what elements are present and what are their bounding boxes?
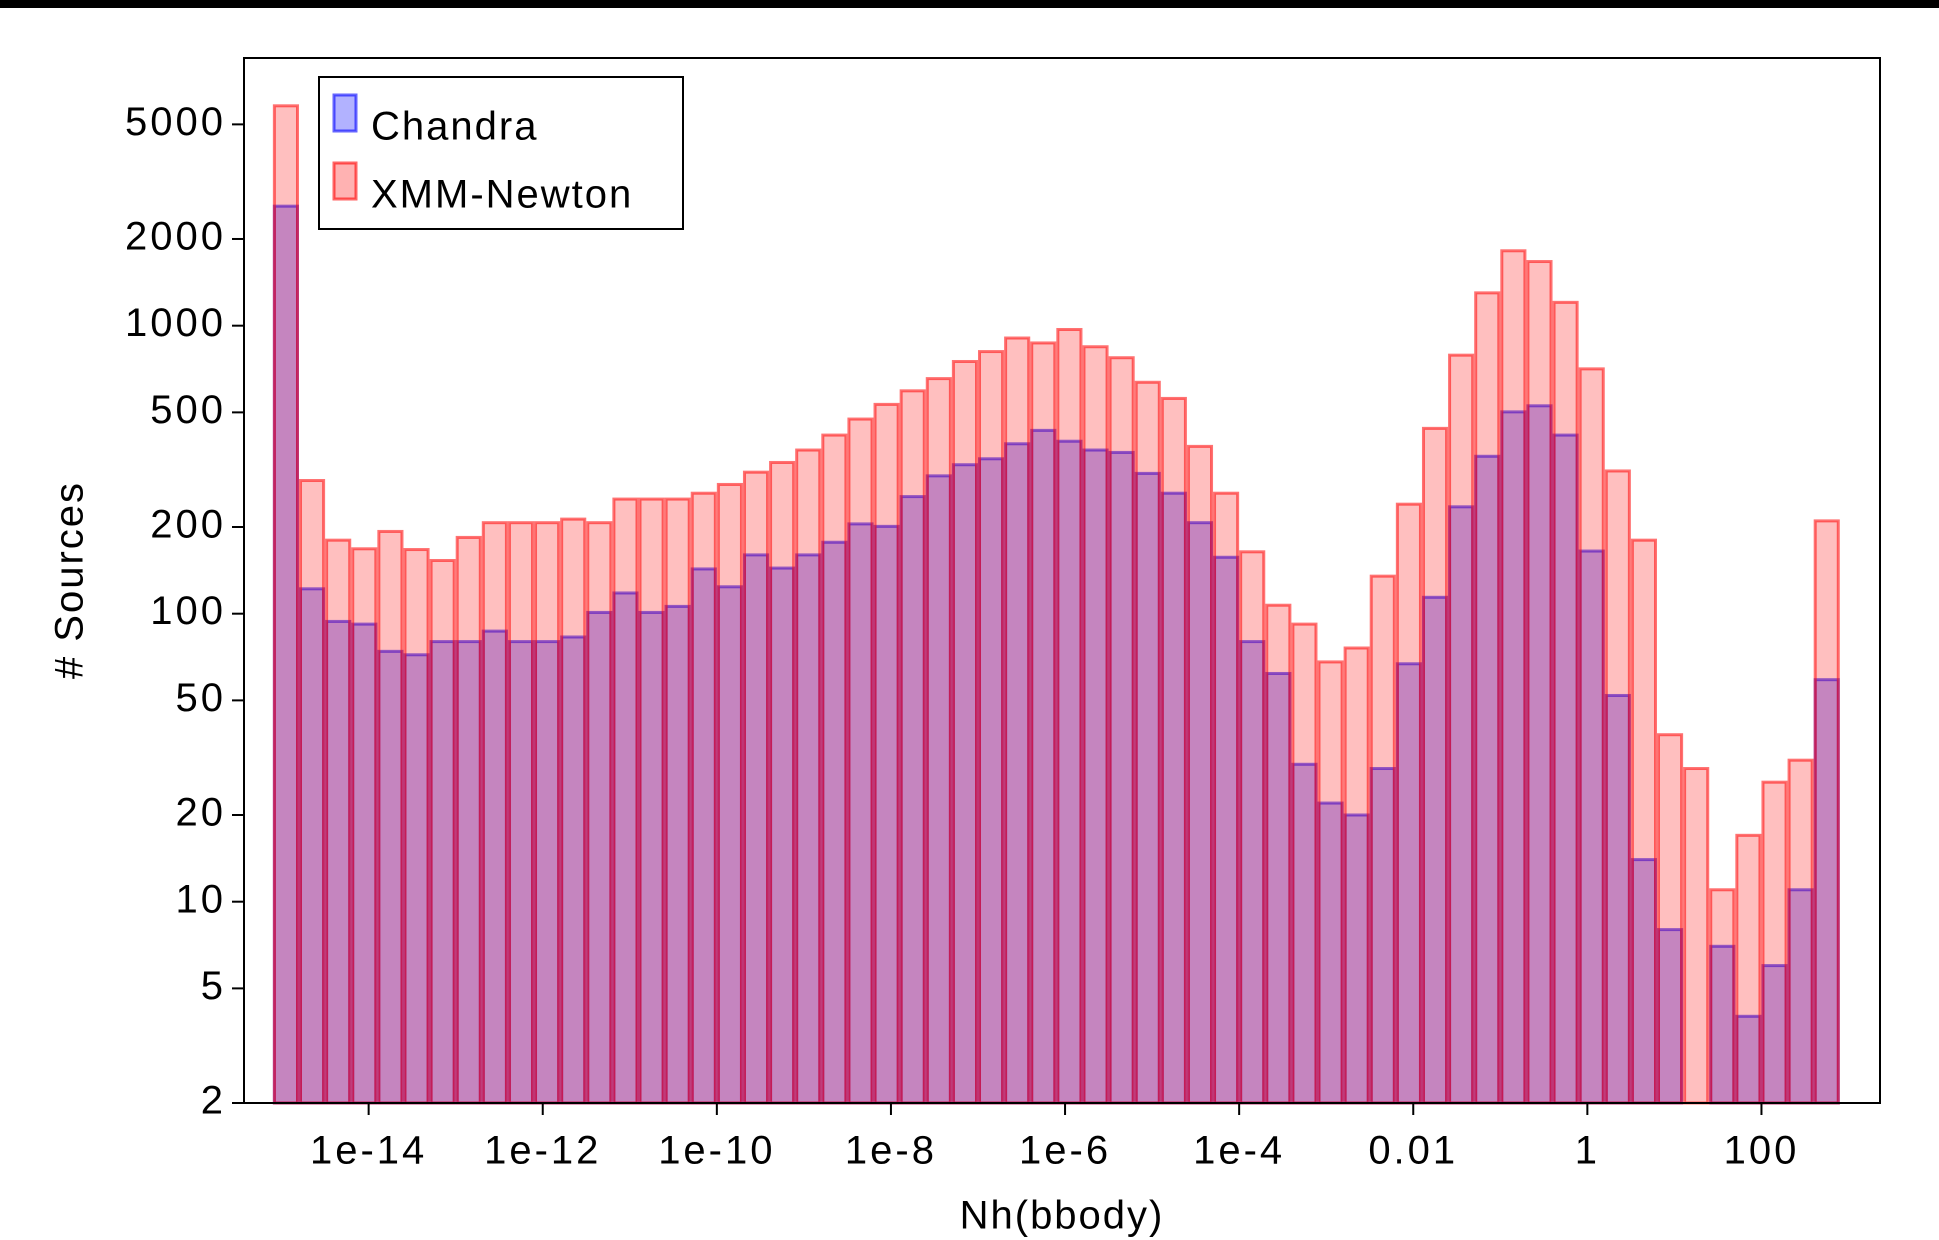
- bar: [1683, 767, 1710, 1105]
- bar: [1265, 603, 1292, 1105]
- y-tick-label: 10: [176, 877, 227, 921]
- bar: [586, 521, 613, 1105]
- bar: [795, 448, 822, 1105]
- x-tick-label: 100: [1724, 1129, 1800, 1173]
- bar: [1578, 367, 1605, 1105]
- x-tick-label: 1e-4: [1193, 1129, 1285, 1173]
- bar: [1213, 491, 1240, 1105]
- bar: [769, 460, 796, 1105]
- bar: [612, 497, 639, 1105]
- bar: [1369, 574, 1396, 1105]
- x-tick-label: 1e-14: [310, 1129, 427, 1173]
- x-axis-title: Nh(bbody): [960, 1194, 1165, 1238]
- legend-box: [318, 76, 684, 230]
- bar: [1787, 758, 1814, 1105]
- bar: [403, 548, 430, 1105]
- y-tick-label: 1000: [125, 301, 226, 345]
- y-tick-label: 20: [176, 791, 227, 835]
- bar: [299, 479, 326, 1105]
- bar: [664, 497, 691, 1105]
- bar: [899, 389, 926, 1105]
- axes: 2 5 10 20 50 100 200 500 1000 2000 5000 1e-14 1e-12 1…: [125, 100, 1800, 1173]
- bar: [1813, 519, 1840, 1105]
- bars: [272, 104, 1840, 1105]
- bar: [507, 521, 535, 1105]
- legend-swatch: [332, 93, 358, 133]
- bar: [690, 491, 717, 1105]
- x-tick-label: 0.01: [1368, 1129, 1458, 1173]
- bar: [1448, 353, 1475, 1105]
- bar: [1291, 622, 1318, 1105]
- bar: [1735, 833, 1762, 1105]
- bar: [455, 535, 482, 1105]
- bar: [847, 417, 874, 1105]
- y-tick-label: 500: [150, 388, 226, 432]
- x-tick-label: 1: [1575, 1129, 1600, 1173]
- bar: [1317, 660, 1344, 1105]
- bar: [1474, 291, 1501, 1105]
- bar: [325, 538, 352, 1105]
- y-tick-label: 50: [176, 676, 227, 720]
- top-bar: [0, 0, 1939, 8]
- y-tick-label: 5: [201, 964, 226, 1008]
- bar: [1526, 260, 1553, 1105]
- bar: [873, 402, 900, 1105]
- bar: [951, 359, 978, 1105]
- bar: [272, 104, 300, 1105]
- bar: [1500, 249, 1527, 1105]
- bar: [1421, 426, 1449, 1105]
- plot-frame: [243, 57, 1881, 1104]
- bar: [429, 558, 456, 1105]
- bar: [1030, 341, 1057, 1105]
- bar: [925, 377, 952, 1105]
- bar: [1630, 538, 1658, 1105]
- bar: [716, 482, 743, 1105]
- y-tick-label: 5000: [125, 100, 226, 144]
- bar: [821, 433, 848, 1105]
- bar: [1343, 646, 1370, 1105]
- y-tick-label: 2000: [125, 215, 226, 259]
- bar: [1761, 780, 1788, 1105]
- bar: [742, 470, 770, 1105]
- bar: [534, 521, 561, 1105]
- bar: [1604, 469, 1631, 1105]
- bar: [977, 350, 1005, 1105]
- bar: [1552, 300, 1579, 1105]
- bar: [1134, 380, 1161, 1105]
- bar: [638, 497, 665, 1105]
- bar: [377, 529, 404, 1105]
- bar: [351, 547, 378, 1105]
- x-tick-label: 1e-12: [484, 1129, 601, 1173]
- x-tick-label: 1e-10: [658, 1129, 775, 1173]
- legend-swatch: [332, 161, 358, 201]
- y-axis-title: # Sources: [48, 481, 92, 679]
- bar: [1004, 336, 1031, 1105]
- x-tick-label: 1e-8: [845, 1129, 937, 1173]
- bar: [1108, 356, 1135, 1105]
- legend-label: Chandra: [371, 105, 538, 149]
- bar: [1239, 550, 1266, 1105]
- bar: [481, 521, 508, 1105]
- bar: [1056, 327, 1083, 1105]
- bar: [560, 517, 587, 1105]
- x-tick-label: 1e-6: [1019, 1129, 1111, 1173]
- bar: [1160, 396, 1187, 1105]
- y-tick-label: 2: [201, 1079, 226, 1123]
- bar: [1709, 888, 1736, 1105]
- bar: [1082, 345, 1109, 1105]
- legend: Chandra XMM-Newton: [318, 76, 684, 230]
- y-tick-label: 200: [150, 503, 226, 547]
- y-tick-label: 100: [150, 589, 226, 633]
- bar: [1657, 733, 1684, 1105]
- bar: [1395, 502, 1422, 1105]
- bar: [1186, 444, 1214, 1105]
- legend-label: XMM-Newton: [371, 173, 633, 217]
